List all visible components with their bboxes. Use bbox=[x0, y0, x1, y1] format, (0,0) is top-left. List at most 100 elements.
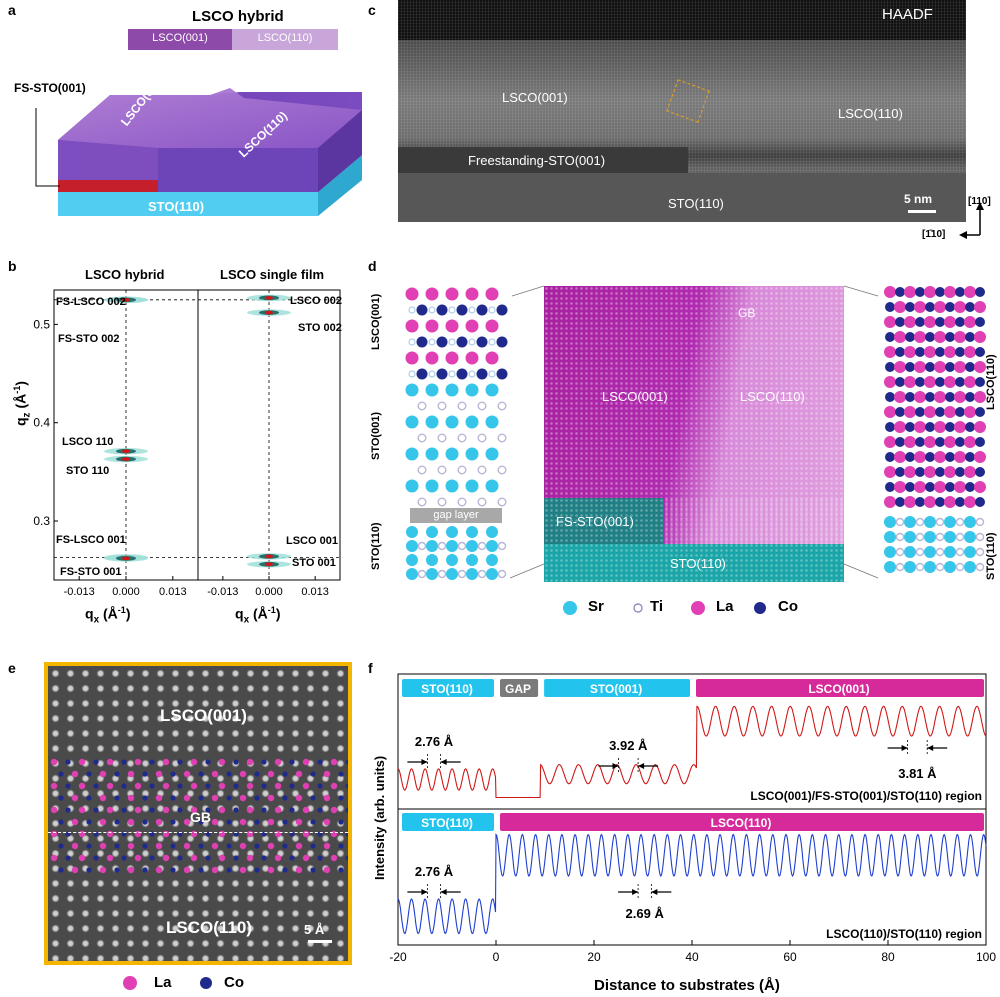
rsm-xtick-label: 0.000 bbox=[255, 586, 283, 598]
atom-o-14 bbox=[488, 306, 496, 314]
atom-sr-45 bbox=[405, 383, 419, 397]
d-gb: GB bbox=[738, 306, 756, 320]
atom-co-r-112 bbox=[905, 452, 915, 462]
atom-co-r-1 bbox=[895, 287, 905, 297]
atom-co-r-63 bbox=[915, 377, 925, 387]
atom-la-r-148 bbox=[964, 496, 976, 508]
atom-ti-53 bbox=[477, 401, 487, 411]
atom-co-r-43 bbox=[915, 347, 925, 357]
rsm-peak-label-left: LSCO 110 bbox=[62, 436, 113, 448]
haadf-label: HAADF bbox=[882, 6, 933, 23]
e-atom-la-77 bbox=[211, 794, 219, 802]
atom-la-r-35 bbox=[934, 331, 946, 343]
atom-la-r-60 bbox=[884, 376, 896, 388]
atom-la-r-73 bbox=[914, 391, 926, 403]
atom-la-33 bbox=[465, 351, 479, 365]
connector-lines bbox=[509, 285, 879, 579]
atom-sr-111 bbox=[466, 568, 478, 580]
atom-co-r-87 bbox=[955, 407, 965, 417]
panel-letter-d: d bbox=[368, 258, 377, 274]
panel-letter-a: a bbox=[8, 2, 16, 18]
atom-la-r-119 bbox=[974, 451, 986, 463]
f-spacing-top-2-label: 3.92 Å bbox=[609, 738, 648, 753]
e-atom-co-191 bbox=[261, 855, 267, 861]
atom-co-41 bbox=[476, 368, 488, 380]
atom-sr-113 bbox=[486, 568, 498, 580]
e-atom-co-63 bbox=[317, 783, 323, 789]
e-atom-co-26 bbox=[114, 771, 120, 777]
atom-la-r-22 bbox=[904, 316, 916, 328]
d-region-left: LSCO(001) bbox=[602, 389, 668, 404]
f-spacing-bottom-1 bbox=[407, 884, 461, 900]
atom-sr-r-156 bbox=[944, 516, 956, 528]
e-legend-co: Co bbox=[224, 974, 244, 991]
fs-sto-region bbox=[544, 498, 664, 546]
panel-letter-c: c bbox=[368, 2, 376, 18]
e-atom-co-40 bbox=[310, 771, 316, 777]
atom-la-r-82 bbox=[904, 406, 916, 418]
e-atom-la-184 bbox=[162, 854, 170, 862]
rsm-peak-label-left: STO 110 bbox=[66, 465, 109, 477]
e-atom-co-5 bbox=[121, 759, 127, 765]
atom-ti-52 bbox=[457, 401, 467, 411]
atom-co-r-129 bbox=[975, 467, 985, 477]
e-atom-co-30 bbox=[170, 771, 176, 777]
e-atom-la-113 bbox=[99, 818, 107, 826]
atom-ti-71 bbox=[437, 465, 447, 475]
atom-co-r-9 bbox=[975, 287, 985, 297]
atom-ti-83 bbox=[477, 497, 487, 507]
e-atom-co-91 bbox=[93, 807, 99, 813]
rsm-xtick-label: 0.013 bbox=[159, 586, 187, 598]
f-top-bar-label: LSCO(001) bbox=[808, 682, 869, 696]
legend-sr: Sr bbox=[588, 598, 604, 615]
atom-sr-57 bbox=[445, 415, 459, 429]
atom-la-r-140 bbox=[884, 496, 896, 508]
e-atom-la-100 bbox=[218, 806, 226, 814]
e-atom-la-92 bbox=[106, 806, 114, 814]
atom-la-r-46 bbox=[944, 346, 956, 358]
legend-la-dot bbox=[691, 601, 705, 615]
e-atom-co-166 bbox=[226, 843, 232, 849]
e-atom-la-188 bbox=[218, 854, 226, 862]
atom-co-r-54 bbox=[925, 362, 935, 372]
e-atom-co-120 bbox=[198, 819, 204, 825]
e-atom-co-22 bbox=[58, 771, 64, 777]
atom-sr-88 bbox=[466, 526, 478, 538]
e-atom-la-83 bbox=[295, 794, 303, 802]
rsm-xlabel-right: qx (Å-1) bbox=[235, 605, 281, 626]
rsm-title-right: LSCO single film bbox=[220, 267, 325, 282]
atom-co-r-70 bbox=[885, 392, 895, 402]
e-atom-la-209 bbox=[211, 866, 219, 874]
gb-zoom-image: LSCO(001) GB LSCO(110) 5 Å bbox=[44, 662, 352, 965]
atom-la-30 bbox=[405, 351, 419, 365]
atom-co-22 bbox=[436, 336, 448, 348]
atom-la-r-57 bbox=[954, 361, 966, 373]
atom-co-26 bbox=[476, 336, 488, 348]
atom-co-r-107 bbox=[955, 437, 965, 447]
e-atom-co-13 bbox=[233, 759, 239, 765]
atom-co-43 bbox=[496, 368, 508, 380]
atom-la-r-80 bbox=[884, 406, 896, 418]
haadf-image: HAADF LSCO(001) LSCO(110) Freestanding-S… bbox=[398, 0, 966, 222]
atom-co-r-50 bbox=[885, 362, 895, 372]
rsm-peak-label-left: FS-LSCO 002 bbox=[56, 296, 126, 308]
orientation-axes bbox=[959, 202, 984, 239]
e-atom-co-158 bbox=[114, 843, 120, 849]
legend-la: La bbox=[716, 598, 734, 615]
e-atom-co-99 bbox=[205, 807, 211, 813]
e-atom-la-18 bbox=[302, 758, 310, 766]
atom-sr-49 bbox=[485, 383, 499, 397]
e-atom-co-183 bbox=[149, 855, 155, 861]
atom-co-r-116 bbox=[945, 452, 955, 462]
atom-sr-68 bbox=[465, 447, 479, 461]
atom-la-r-86 bbox=[944, 406, 956, 418]
atom-la-r-39 bbox=[974, 331, 986, 343]
e-atom-co-32 bbox=[198, 771, 204, 777]
atom-ti-63 bbox=[477, 433, 487, 443]
atom-co-r-132 bbox=[905, 482, 915, 492]
atom-sr-100 bbox=[406, 554, 418, 566]
atom-sr-r-178 bbox=[964, 546, 976, 558]
atom-co-r-21 bbox=[895, 317, 905, 327]
atom-ti-r-185 bbox=[935, 562, 945, 572]
atom-la-r-117 bbox=[954, 451, 966, 463]
